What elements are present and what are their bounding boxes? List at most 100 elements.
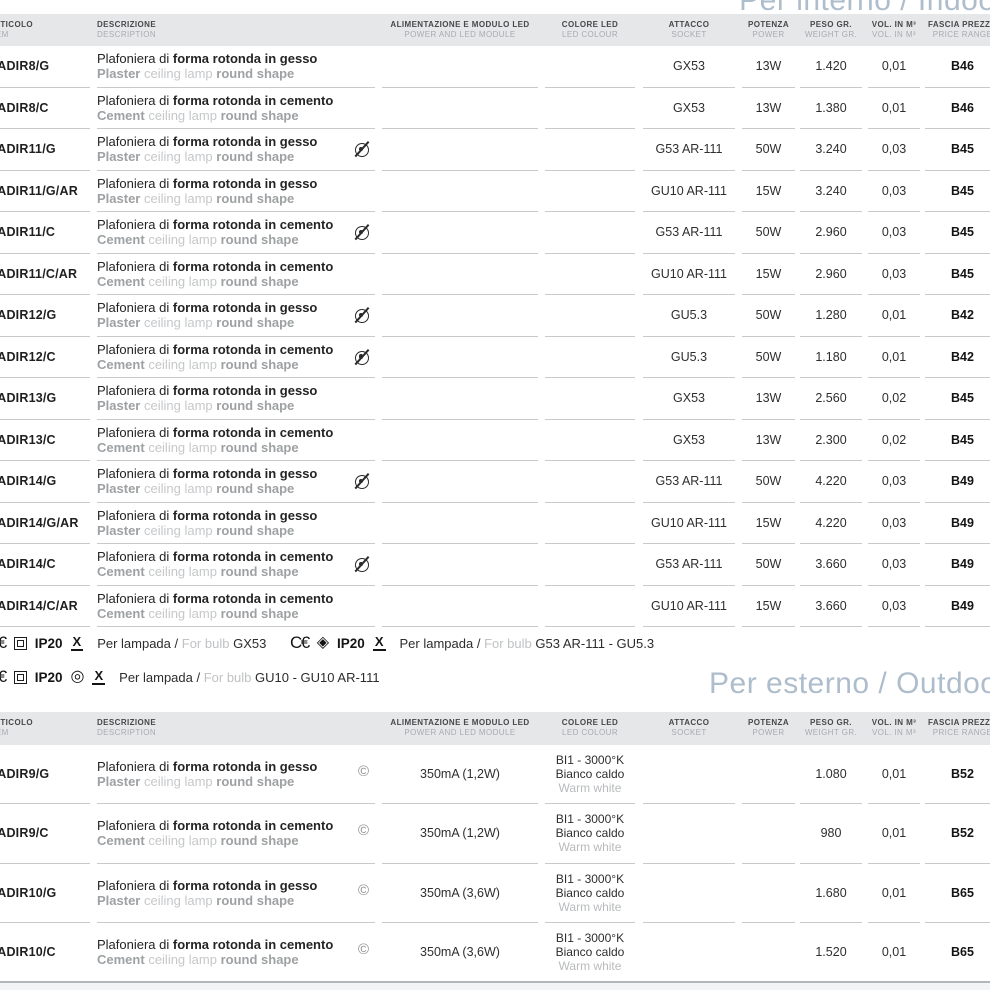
item-code-cell: NADIR10/G <box>0 864 90 923</box>
no-bulb-icon <box>355 226 369 241</box>
weight-cell: 2.960 <box>800 254 862 295</box>
no-bulb-icon <box>355 309 369 324</box>
column-header: ALIMENTAZIONE E MODULO LED POWER AND LED… <box>390 718 530 737</box>
page-bottom-edge <box>0 983 990 990</box>
indoor-table-header: ARTICOLO ITEM DESCRIZIONE DESCRIPTION AL… <box>0 14 990 46</box>
item-code-cell: NADIR9/G <box>0 745 90 805</box>
socket-cell: G53 AR-111 <box>643 129 735 171</box>
description-cell: Plafoniera di forma rotonda in gesso Pla… <box>97 295 375 337</box>
table-row: NADIR14/G/AR Plafoniera di forma rotonda… <box>0 503 990 544</box>
price-range-cell: B65 <box>925 864 990 923</box>
socket-cell <box>643 804 735 864</box>
column-header: POTENZA POWER <box>747 718 790 737</box>
led-colour-cell <box>545 129 635 171</box>
column-header: POTENZA POWER <box>747 20 790 39</box>
certification-group: IP20 Per lampada / For bulb GX53 <box>0 634 266 652</box>
power-cell: 15W <box>742 171 795 212</box>
ce-mark-icon <box>0 634 6 652</box>
weight-cell: 4.220 <box>800 461 862 503</box>
table-row: NADIR10/G Plafoniera di forma rotonda in… <box>0 864 990 923</box>
volume-cell: 0,01 <box>868 337 920 378</box>
led-colour-cell <box>545 88 635 129</box>
weee-crossed-bin-icon <box>70 635 84 651</box>
weight-cell: 3.660 <box>800 586 862 627</box>
weight-cell: 3.660 <box>800 544 862 586</box>
outdoor-table-header: ARTICOLO ITEM DESCRIZIONE DESCRIPTION AL… <box>0 712 990 745</box>
price-range-cell: B42 <box>925 295 990 337</box>
table-row: NADIR13/C Plafoniera di forma rotonda in… <box>0 420 990 461</box>
description-cell: Plafoniera di forma rotonda in cemento C… <box>97 337 375 378</box>
power-cell <box>742 804 795 864</box>
led-colour-cell <box>545 420 635 461</box>
item-code-cell: NADIR13/C <box>0 420 90 461</box>
table-row: NADIR14/C/AR Plafoniera di forma rotonda… <box>0 586 990 627</box>
volume-cell: 0,02 <box>868 378 920 420</box>
description-text: Plafoniera di forma rotonda in gesso Pla… <box>97 383 318 414</box>
table-row: NADIR14/C Plafoniera di forma rotonda in… <box>0 544 990 586</box>
description-cell: Plafoniera di forma rotonda in cemento C… <box>97 88 375 129</box>
price-range-cell: B45 <box>925 171 990 212</box>
item-code-cell: NADIR11/C <box>0 212 90 254</box>
item-code-cell: NADIR14/C/AR <box>0 586 90 627</box>
item-code-cell: NADIR11/G <box>0 129 90 171</box>
item-code: NADIR10/C <box>0 945 56 960</box>
ip-rating-label: IP20 <box>34 635 63 651</box>
socket-cell: G53 AR-111 <box>643 461 735 503</box>
bulb-note: Per lampada / For bulb GX53 <box>97 635 267 651</box>
item-code: NADIR9/C <box>0 826 49 841</box>
table-row: NADIR9/G Plafoniera di forma rotonda in … <box>0 745 990 805</box>
weight-cell: 4.220 <box>800 503 862 544</box>
power-cell <box>742 923 795 982</box>
table-row: NADIR12/C Plafoniera di forma rotonda in… <box>0 337 990 378</box>
power-cell: 50W <box>742 461 795 503</box>
column-header: DESCRIZIONE DESCRIPTION <box>97 20 157 39</box>
price-range-cell: B52 <box>925 804 990 864</box>
certification-group: IP20 Per lampada / For bulb GU10 - GU10 … <box>0 668 380 686</box>
led-colour-cell <box>545 295 635 337</box>
outdoor-section-heading: Per esterno / Outdoor <box>709 667 990 700</box>
item-code: NADIR11/C <box>0 225 56 240</box>
item-code: NADIR11/G <box>0 142 56 157</box>
description-text: Plafoniera di forma rotonda in cemento C… <box>97 424 334 455</box>
column-header: VOL. IN M³ VOL. IN M³ <box>871 718 917 737</box>
certifications-line-1: IP20 Per lampada / For bulb GX53 IP20 Pe… <box>0 634 990 662</box>
led-driver-icon <box>358 823 369 839</box>
led-driver-icon <box>358 942 369 958</box>
description-text: Plafoniera di forma rotonda in cemento C… <box>97 818 334 849</box>
power-module-cell <box>382 378 538 420</box>
item-code: NADIR14/C/AR <box>0 598 78 613</box>
led-colour-cell <box>545 337 635 378</box>
item-code-cell: NADIR14/C <box>0 544 90 586</box>
socket-cell: GX53 <box>643 420 735 461</box>
item-code: NADIR10/G <box>0 885 57 900</box>
price-range-cell: B49 <box>925 503 990 544</box>
power-cell: 50W <box>742 129 795 171</box>
socket-cell: GX53 <box>643 378 735 420</box>
item-code-cell: NADIR10/C <box>0 923 90 982</box>
column-header: COLORE LED LED COLOUR <box>561 718 619 737</box>
description-cell: Plafoniera di forma rotonda in gesso Pla… <box>97 864 375 923</box>
description-cell: Plafoniera di forma rotonda in cemento C… <box>97 254 375 295</box>
description-cell: Plafoniera di forma rotonda in cemento C… <box>97 804 375 864</box>
led-colour-cell: BI1 - 3000°K Bianco caldo Warm white <box>545 804 635 864</box>
volume-cell: 0,01 <box>868 804 920 864</box>
description-cell: Plafoniera di forma rotonda in gesso Pla… <box>97 461 375 503</box>
weight-cell: 2.960 <box>800 212 862 254</box>
price-range-cell: B45 <box>925 212 990 254</box>
description-cell: Plafoniera di forma rotonda in gesso Pla… <box>97 745 375 805</box>
indoor-products-table: ARTICOLO ITEM DESCRIZIONE DESCRIPTION AL… <box>0 14 990 627</box>
item-code-cell: NADIR14/G/AR <box>0 503 90 544</box>
power-module-cell <box>382 171 538 212</box>
column-header: PESO GR. WEIGHT GR. <box>804 20 858 39</box>
description-text: Plafoniera di forma rotonda in cemento C… <box>97 937 334 968</box>
item-code: NADIR14/C <box>0 557 56 572</box>
item-code: NADIR11/G/AR <box>0 183 78 198</box>
power-module-cell <box>382 461 538 503</box>
description-text: Plafoniera di forma rotonda in gesso Pla… <box>97 175 318 206</box>
ip-rating-label: IP20 <box>34 669 63 685</box>
power-module-cell: 350mA (1,2W) <box>382 745 538 805</box>
led-colour-cell: BI1 - 3000°K Bianco caldo Warm white <box>555 931 625 974</box>
power-module-cell: 350mA (1,2W) <box>382 804 538 864</box>
column-header: COLORE LED LED COLOUR <box>561 20 619 39</box>
